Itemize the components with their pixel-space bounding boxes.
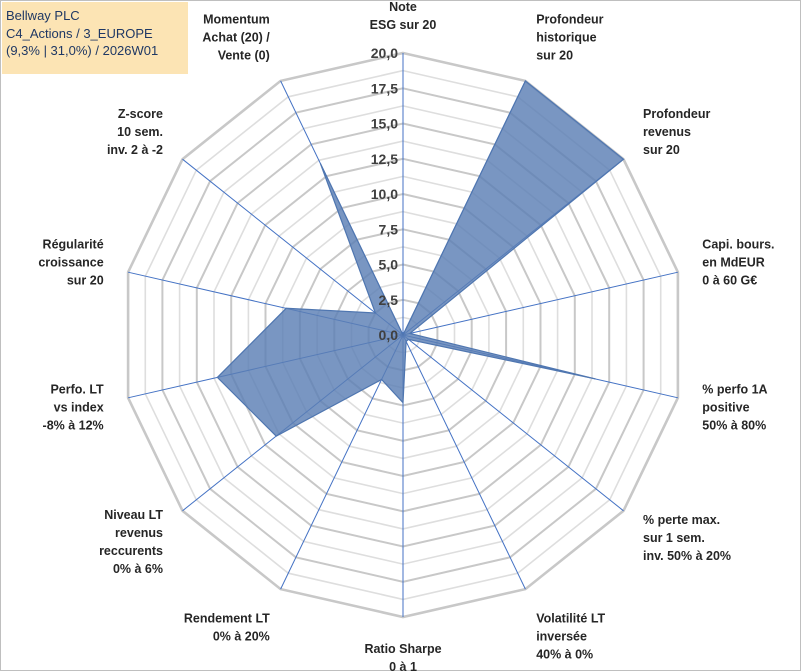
axis-label-line: Capi. bours. [702,238,774,252]
axis-label: Z-score 10 sem. inv. 2 à -2 [107,107,163,157]
axis-label-line: ESG sur 20 [370,18,437,32]
axis-label-line: Momentum [203,12,270,26]
tick-label: 12,5 [371,151,398,167]
axis-label: Niveau LT revenus reccurents 0% à 6% [99,508,163,576]
axis-label: Capi. bours. en MdEUR 0 à 60 G€ [702,238,774,288]
info-company: Bellway PLC [6,8,80,23]
axis-label-line: revenus [643,125,691,139]
axis-label-line: vs index [54,401,104,415]
tick-label: 10,0 [371,186,398,202]
axis-label-line: Niveau LT [104,508,163,522]
axis-label-line: Vente (0) [218,48,270,62]
axis-label-line: 50% à 80% [702,419,766,433]
axis-label: Rendement LT 0% à 20% [184,612,270,644]
axis-label-line: croissance [38,256,103,270]
axis-label-line: % perfo 1A [702,383,767,397]
axis-label-line: historique [536,30,596,44]
radar-series-area [216,79,625,437]
axis-label-line: % perte max. [643,513,720,527]
axis-label-line: Ratio Sharpe [364,642,441,656]
axis-label-line: inv. 2 à -2 [107,143,163,157]
axis-label-line: -8% à 12% [43,419,104,433]
axis-label-line: en MdEUR [702,256,765,270]
axis-label: Note ESG sur 20 [370,0,437,32]
axis-label-line: inversée [536,630,587,644]
axis-label-line: Note [389,0,417,14]
info-period: (9,3% | 31,0%) / 2026W01 [6,43,159,58]
axis-label-line: 10 sem. [117,125,163,139]
axis-label-line: 40% à 0% [536,648,593,662]
info-category: C4_Actions / 3_EUROPE [6,25,153,41]
radar-tick-labels: 0,0 2,5 5,0 7,5 10,0 12,5 15,0 17,5 20,0 [371,45,398,343]
axis-label-line: Profondeur [643,107,710,121]
axis-label-line: sur 20 [643,143,680,157]
axis-label-line: 0% à 20% [213,630,270,644]
radar-series [216,79,625,437]
axis-label: Momentum Achat (20) / Vente (0) [202,12,270,62]
axis-label-line: sur 1 sem. [643,531,705,545]
axis-label: Régularité croissance sur 20 [38,238,103,288]
axis-label-line: inv. 50% à 20% [643,549,731,563]
axis-label-line: Perfo. LT [50,383,104,397]
radar-axis-labels: Note ESG sur 20 Profondeur historique sur 20… [38,0,774,671]
radar-spoke [402,334,624,512]
tick-label: 5,0 [379,257,399,273]
axis-label-line: 0% à 6% [113,562,163,576]
axis-label: Profondeur historique sur 20 [536,12,603,62]
axis-label: Volatilité LT inversée 40% à 0% [536,612,605,662]
tick-label: 17,5 [371,80,398,96]
axis-label-line: Achat (20) / [202,30,270,44]
axis-label: Profondeur revenus sur 20 [643,107,710,157]
radar-spoke [402,271,679,336]
axis-label: % perte max. sur 1 sem. inv. 50% à 20% [643,513,731,563]
axis-label: % perfo 1A positive 50% à 80% [702,383,767,433]
axis-label-line: Rendement LT [184,612,270,626]
axis-label-line: 0 à 60 G€ [702,274,757,288]
tick-label: 7,5 [379,221,399,237]
axis-label-line: positive [702,401,749,415]
tick-label: 0,0 [379,327,399,343]
radar-spoke [402,334,526,590]
tick-label: 2,5 [379,292,399,308]
axis-label-line: sur 20 [67,274,104,288]
axis-label-line: Z-score [118,107,163,121]
info-box: Bellway PLC C4_Actions / 3_EUROPE (9,3% … [2,2,188,74]
axis-label-line: sur 20 [536,48,573,62]
tick-label: 15,0 [371,116,398,132]
axis-label-line: revenus [115,526,163,540]
axis-label-line: reccurents [99,544,163,558]
axis-label: Ratio Sharpe 0 à 1 [364,642,441,671]
axis-label-line: Régularité [43,238,104,252]
tick-label: 20,0 [371,45,398,61]
axis-label-line: Profondeur [536,12,603,26]
axis-label-line: 0 à 1 [389,660,417,671]
radar-spoke [182,158,404,336]
axis-label: Perfo. LT vs index -8% à 12% [43,383,105,433]
axis-label-line: Volatilité LT [536,612,605,626]
